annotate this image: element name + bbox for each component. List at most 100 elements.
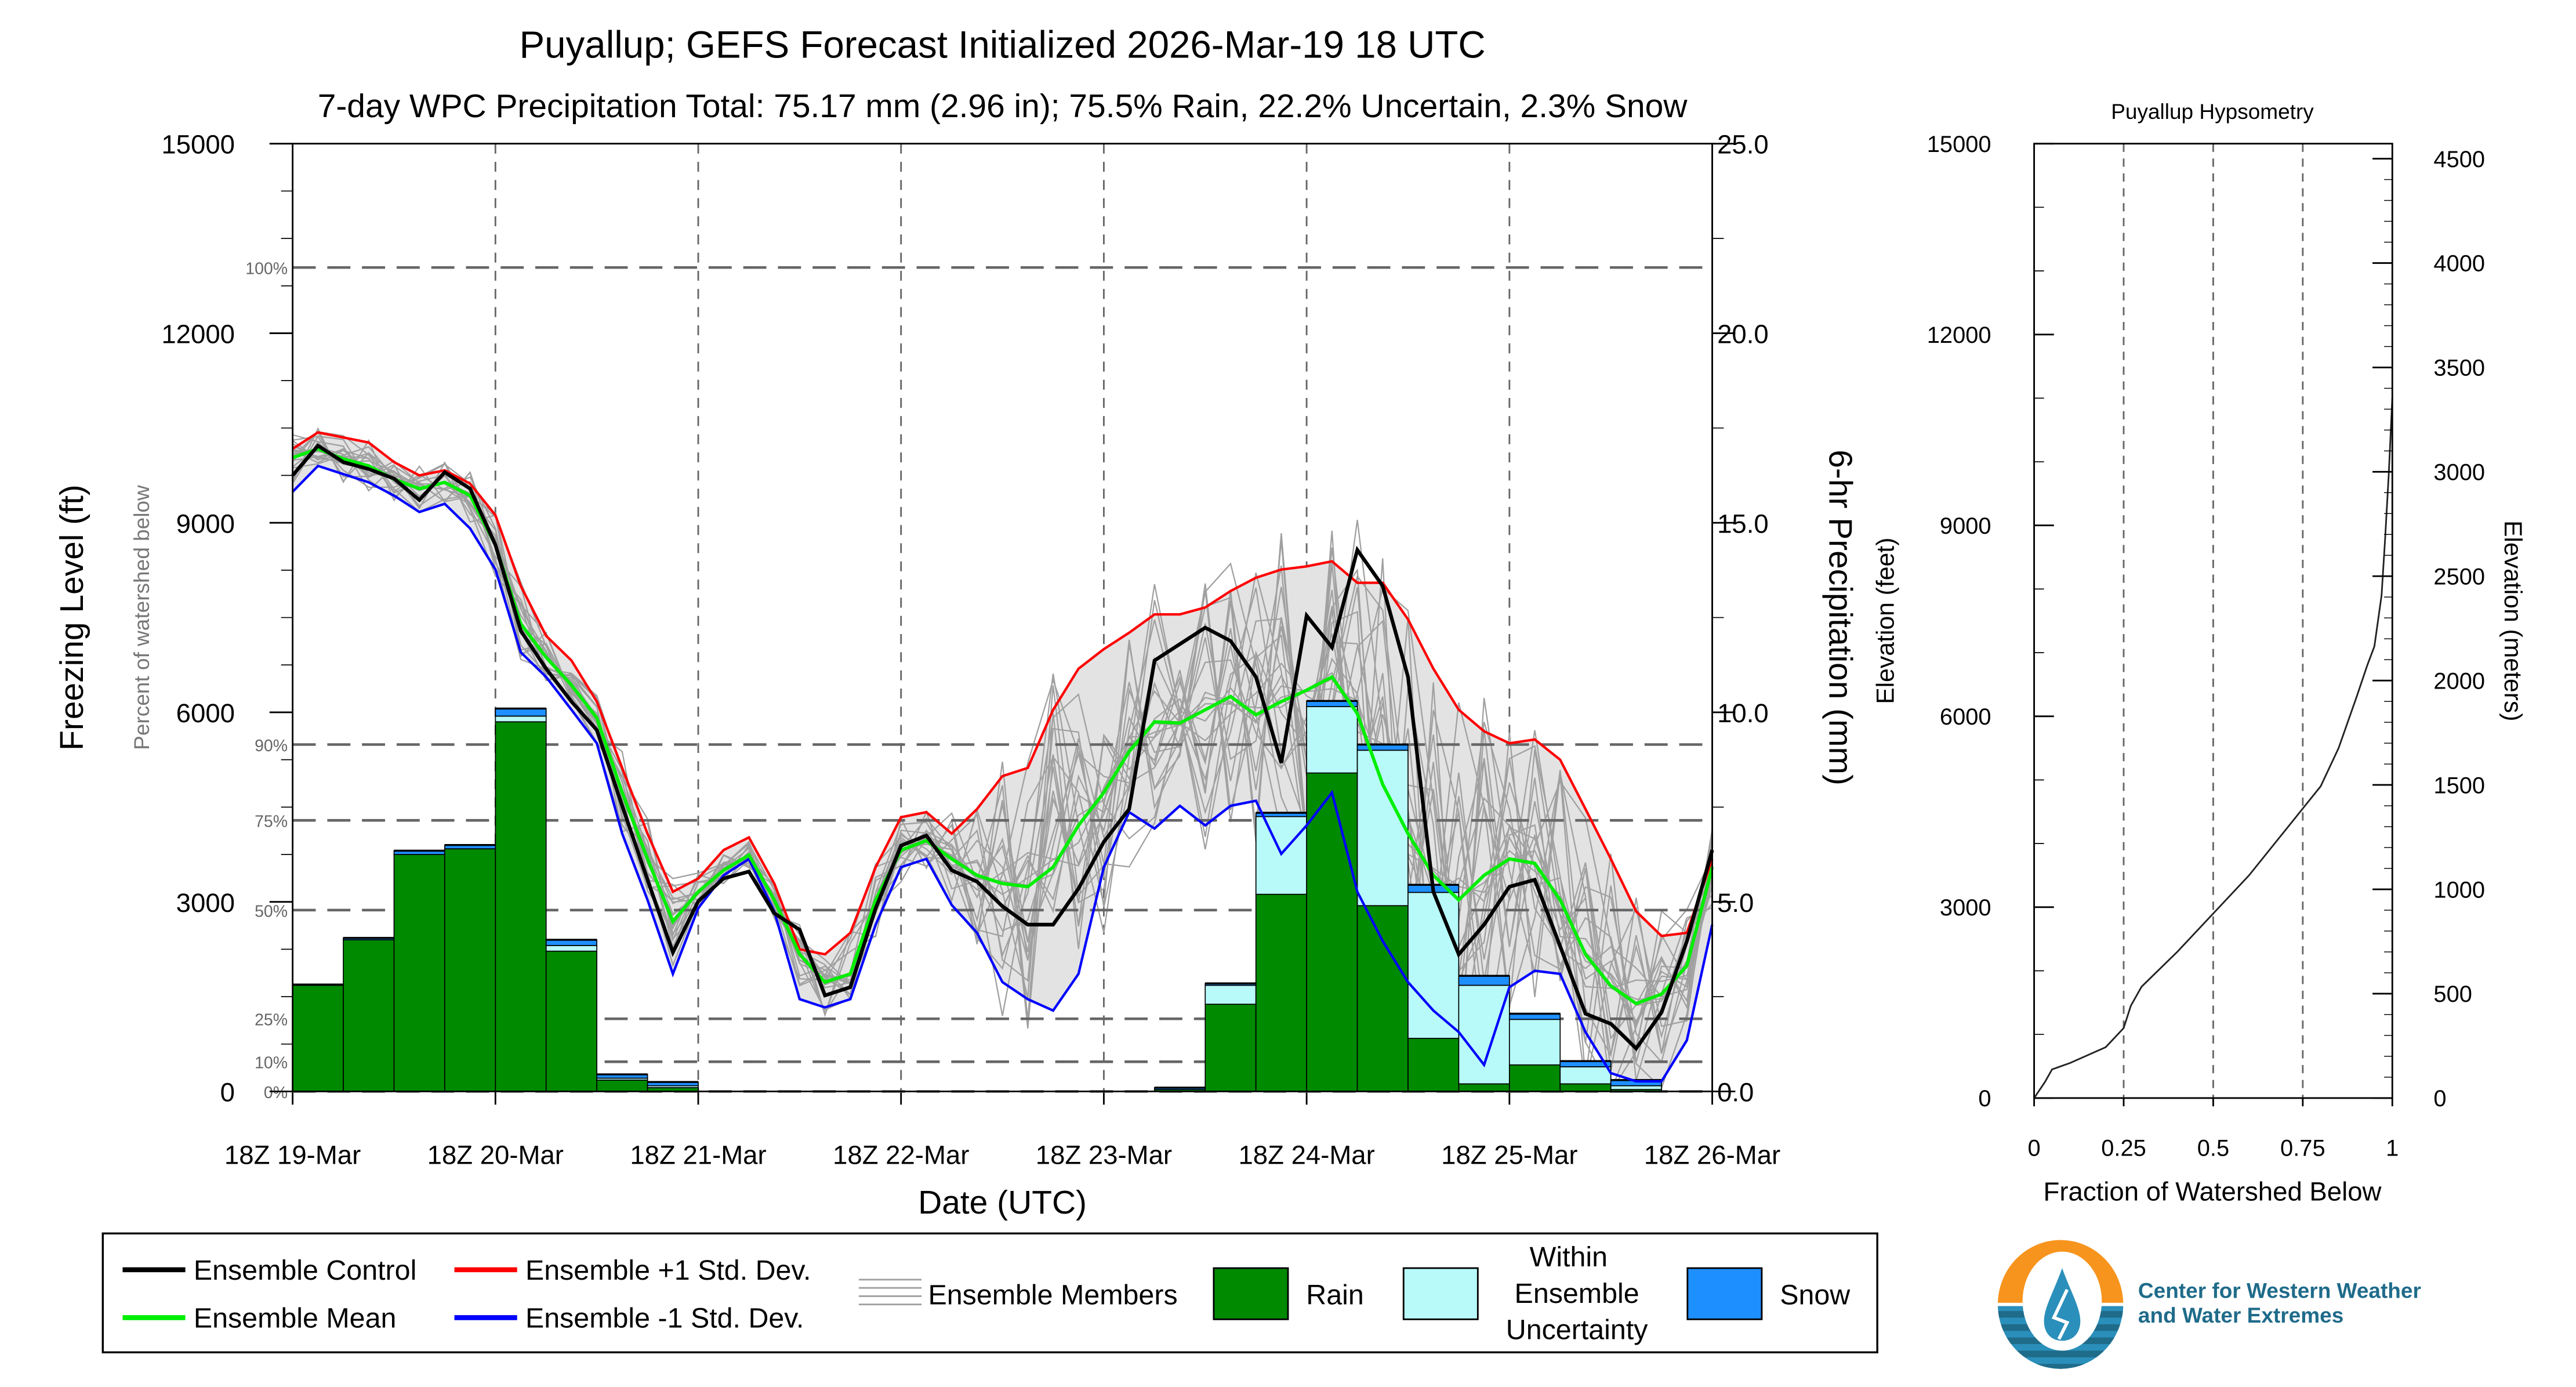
hypsometry-x-label: Fraction of Watershed Below bbox=[2044, 1176, 2382, 1206]
hyp-x-tick-label: 1 bbox=[2386, 1135, 2399, 1161]
x-tick-label: 18Z 25-Mar bbox=[1441, 1140, 1577, 1170]
legend-uncertain-swatch bbox=[1402, 1267, 1479, 1320]
legend-mean-label: Ensemble Mean bbox=[194, 1303, 397, 1334]
hyp-right-tick-label: 4500 bbox=[2433, 147, 2485, 172]
y-left-tick-label: 3000 bbox=[176, 888, 235, 918]
ensemble-member-line bbox=[292, 435, 1713, 1093]
hyp-left-tick-label: 15000 bbox=[1927, 132, 1991, 157]
legend-plus-label: Ensemble +1 Std. Dev. bbox=[525, 1255, 811, 1286]
ensemble-member-line bbox=[292, 446, 1713, 1064]
hyp-x-tick-label: 0.25 bbox=[2101, 1135, 2146, 1161]
precip-bar-rain bbox=[393, 854, 445, 1092]
y-axis-left-label: Freezing Level (ft) bbox=[53, 484, 90, 751]
precip-bar-rain bbox=[292, 984, 344, 1092]
hyp-right-tick-label: 2500 bbox=[2433, 564, 2485, 589]
ensemble-control-line bbox=[291, 443, 1714, 1052]
hyp-right-tick-label: 0 bbox=[2433, 1086, 2446, 1111]
main-plot: 18Z 19-Mar 18Z 20-Mar 18Z 21-Mar 18Z 22-Mar… bbox=[161, 130, 1780, 1170]
legend-uncertain-label-2: Ensemble bbox=[1515, 1278, 1639, 1309]
chart-title: Puyallup; GEFS Forecast Initialized 2026… bbox=[520, 24, 1486, 66]
y-left-tick-label: 0 bbox=[220, 1078, 235, 1107]
precip-bar-rain bbox=[1559, 1083, 1612, 1092]
precip-bar-uncertain bbox=[1356, 749, 1409, 907]
precip-bar-rain bbox=[444, 848, 496, 1092]
hypsometry-frame bbox=[2033, 143, 2393, 1099]
hyp-right-tick-label: 500 bbox=[2433, 982, 2472, 1007]
precip-bar-snow bbox=[1458, 975, 1510, 986]
precip-bar-rain bbox=[1458, 1083, 1510, 1092]
ensemble-member-line bbox=[292, 448, 1713, 1052]
plus-std-line bbox=[292, 431, 1714, 956]
precip-bar-snow bbox=[495, 708, 547, 717]
precip-bar-rain bbox=[1204, 1004, 1257, 1092]
legend-snow-label: Snow bbox=[1780, 1280, 1851, 1311]
hyp-x-tick-label: 0 bbox=[2027, 1135, 2040, 1161]
precip-bar-rain bbox=[1508, 1064, 1561, 1092]
hyp-left-tick-label: 6000 bbox=[1940, 704, 1991, 730]
percent-label: 25% bbox=[255, 1011, 288, 1030]
x-tick-label: 18Z 26-Mar bbox=[1644, 1140, 1780, 1170]
hyp-x-tick-label: 0.5 bbox=[2197, 1135, 2229, 1161]
x-tick-label: 18Z 19-Mar bbox=[224, 1140, 361, 1170]
hyp-right-tick-label: 1500 bbox=[2433, 773, 2485, 798]
hyp-left-tick-label: 3000 bbox=[1940, 895, 1991, 921]
percent-axis-label: Percent of watershed below bbox=[130, 485, 154, 750]
precip-bar-rain bbox=[343, 939, 395, 1092]
hyp-right-tick-label: 3500 bbox=[2433, 356, 2485, 381]
main-plot-frame bbox=[292, 143, 1713, 1092]
y-left-tick-label: 6000 bbox=[176, 698, 235, 728]
x-axis-label: Date (UTC) bbox=[918, 1184, 1087, 1221]
hyp-left-tick-label: 12000 bbox=[1927, 323, 1991, 348]
legend-box bbox=[101, 1232, 1878, 1353]
legend-minus-label: Ensemble -1 Std. Dev. bbox=[525, 1303, 804, 1334]
logo-text-line1: Center for Western Weather bbox=[2138, 1279, 2421, 1302]
legend-control-label: Ensemble Control bbox=[194, 1255, 416, 1286]
ensemble-member-line bbox=[292, 440, 1713, 1040]
y-axis-right-label: 6-hr Precipitation (mm) bbox=[1822, 450, 1859, 785]
lightning-icon bbox=[2051, 1288, 2070, 1340]
precip-bar-rain bbox=[596, 1080, 648, 1092]
legend-snow-swatch bbox=[1686, 1267, 1763, 1320]
legend-uncertain-label-3: Uncertainty bbox=[1506, 1314, 1648, 1345]
ensemble-member-line bbox=[292, 430, 1713, 1081]
precip-bar-uncertain bbox=[1458, 984, 1510, 1085]
y-right-tick-label: 20.0 bbox=[1717, 319, 1769, 349]
x-tick-label: 18Z 24-Mar bbox=[1238, 1140, 1374, 1170]
precip-bar-uncertain bbox=[545, 945, 598, 952]
x-tick-label: 18Z 20-Mar bbox=[427, 1140, 564, 1170]
hypsometry-title: Puyallup Hypsometry bbox=[2111, 100, 2314, 124]
precip-bar-uncertain bbox=[1306, 706, 1358, 774]
legend-members-swatch bbox=[858, 1279, 922, 1306]
precip-bar-rain bbox=[1407, 1038, 1460, 1092]
y-right-tick-label: 10.0 bbox=[1717, 698, 1769, 728]
x-tick-label: 18Z 22-Mar bbox=[833, 1140, 969, 1170]
ensemble-member-line bbox=[292, 434, 1713, 1093]
percent-label: 100% bbox=[245, 260, 288, 278]
ensemble-mean-line bbox=[292, 447, 1714, 1006]
hypsometry-y-right-label: Elevation (meters) bbox=[2499, 520, 2527, 721]
hypsometry-plot: 0 3000 6000 9000 12000 15000 0 500 1000 1500 2000 2… bbox=[1927, 132, 2485, 1161]
x-tick-label: 18Z 23-Mar bbox=[1036, 1140, 1172, 1170]
hyp-left-tick-label: 9000 bbox=[1940, 513, 1991, 539]
precip-bar-rain bbox=[1356, 905, 1409, 1092]
precip-bar-rain bbox=[545, 950, 598, 1092]
y-left-tick-label: 12000 bbox=[161, 319, 235, 349]
legend-rain-label: Rain bbox=[1306, 1280, 1364, 1311]
y-left-tick-label: 9000 bbox=[176, 509, 235, 538]
hyp-left-tick-label: 0 bbox=[1978, 1086, 1991, 1111]
hypsometry-curve bbox=[2033, 398, 2393, 1099]
chart-subtitle: 7-day WPC Precipitation Total: 75.17 mm … bbox=[318, 88, 1688, 125]
percent-label: 10% bbox=[255, 1054, 288, 1073]
percent-label: 0% bbox=[264, 1084, 288, 1102]
hyp-x-tick-label: 0.75 bbox=[2280, 1135, 2325, 1161]
cw3e-logo: Center for Western Weather and Water Ext… bbox=[1997, 1240, 2421, 1369]
logo-text-line2: and Water Extremes bbox=[2138, 1303, 2343, 1327]
percent-label: 50% bbox=[255, 902, 288, 921]
y-left-tick-label: 15000 bbox=[161, 130, 235, 160]
precip-bar-uncertain bbox=[1204, 984, 1257, 1005]
minus-std-line bbox=[292, 464, 1714, 1083]
legend-members-label: Ensemble Members bbox=[928, 1280, 1177, 1311]
precip-bar-uncertain bbox=[1508, 1019, 1561, 1066]
x-tick-label: 18Z 21-Mar bbox=[630, 1140, 766, 1170]
